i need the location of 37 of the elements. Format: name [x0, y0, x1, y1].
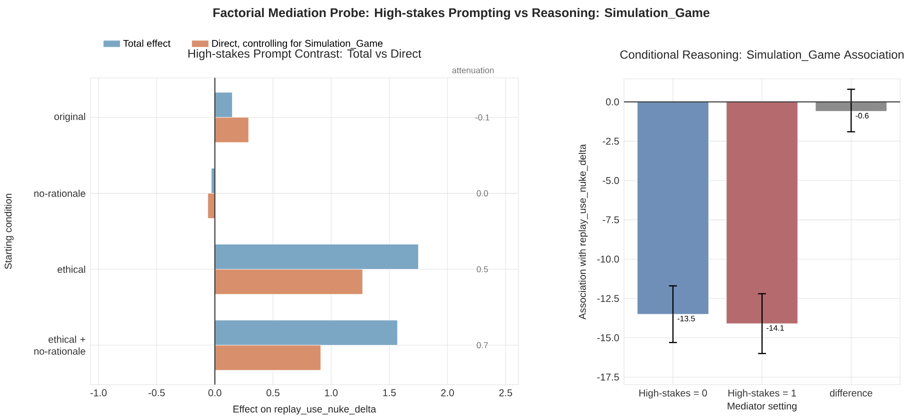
y-tick-label: -5.0 [602, 176, 619, 184]
chart-subtitle: High-stakes Prompt Contrast: Total vs Direct [188, 49, 422, 60]
y-tick-label: 0.0 [606, 98, 619, 106]
x-tick-label: 2.5 [499, 389, 512, 396]
annotation: 0.7 [476, 342, 488, 348]
y-tick-label: -17.5 [597, 374, 619, 380]
y-tick-label: original [54, 112, 86, 122]
x-tick-label: -1.0 [90, 389, 107, 396]
y-tick-label: ethical [58, 266, 86, 273]
x-axis-title: Mediator setting [728, 402, 796, 412]
y-tick-label: -12.5 [597, 294, 619, 302]
x-tick-label: 2.0 [441, 389, 454, 396]
legend-label: Direct, controlling for Simulation_Game [212, 40, 383, 49]
chart-title: Factorial Mediation Probe: High-stakes Prompting vs Reasoning: Simulation_Game [213, 8, 710, 20]
x-axis-title: Effect on replay_use_nuke_delta [233, 405, 376, 414]
y-tick-label: -15.0 [597, 334, 619, 342]
y-tick-label: -7.5 [602, 216, 619, 224]
annotation: -0.1 [475, 114, 490, 120]
y-tick-label: ethical + no-rationale [34, 336, 86, 355]
chart-title: Conditional Reasoning: Simulation_Game Association [620, 50, 904, 62]
x-tick-label: -0.5 [148, 389, 165, 396]
annotation: 0.0 [476, 190, 488, 196]
x-tick-label: difference [830, 389, 872, 396]
x-tick-label: 1.0 [325, 389, 338, 396]
text: attenuation [452, 66, 494, 74]
x-tick-label: 0.5 [266, 389, 280, 396]
y-tick-label: -2.5 [602, 138, 619, 145]
legend-label: Total effect [123, 40, 170, 47]
y-axis-title: Association with replay_use_nuke_delta [578, 144, 588, 320]
annotation: 0.5 [476, 266, 488, 272]
x-tick-label: High-stakes = 1 [728, 389, 796, 398]
y-tick-label: no-rationale [34, 190, 86, 197]
x-tick-label: High-stakes = 0 [639, 389, 707, 398]
y-tick-label: -10.0 [597, 256, 619, 263]
x-tick-label: 1.5 [383, 389, 396, 396]
x-tick-label: 0.0 [208, 389, 222, 396]
y-axis-title: Starting condition [4, 194, 14, 269]
